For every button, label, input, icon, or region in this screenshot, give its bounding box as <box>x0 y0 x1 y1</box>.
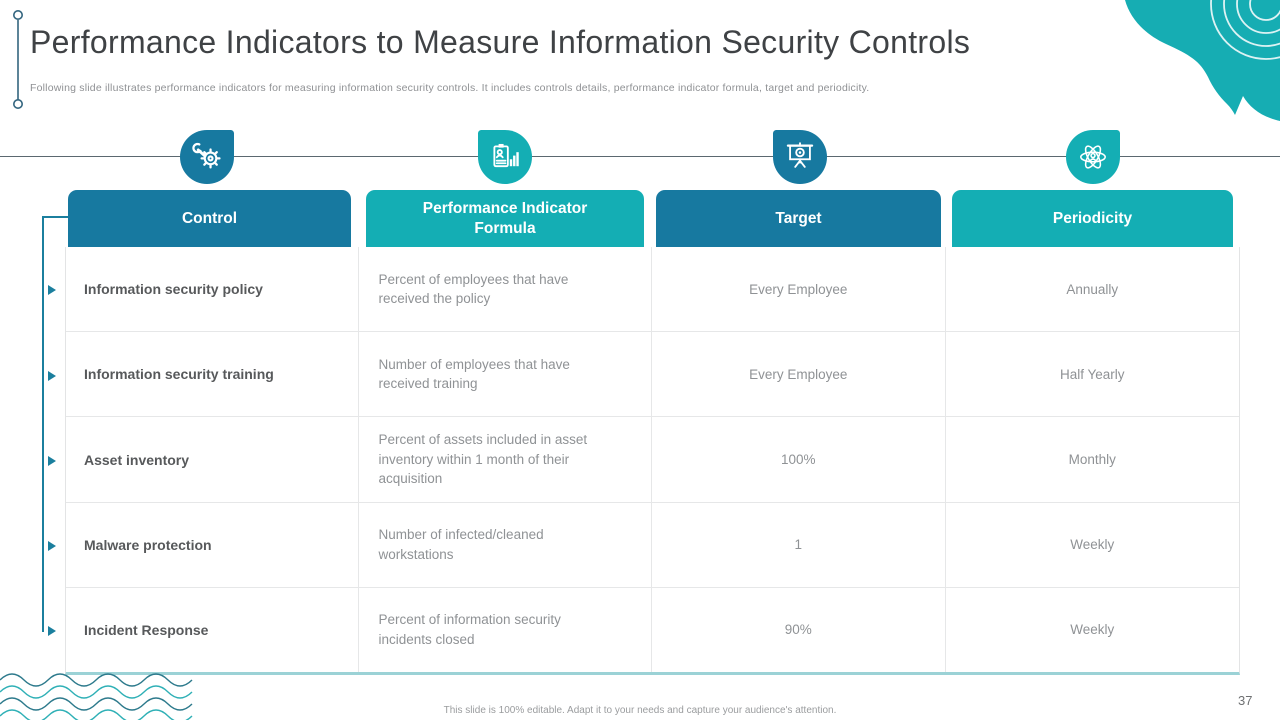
row-bullet-arrow-icon <box>48 285 56 295</box>
column-header-target: Target <box>656 190 941 247</box>
footer-note: This slide is 100% editable. Adapt it to… <box>443 705 837 716</box>
formula-cell: Percent of employees that have received … <box>359 247 653 332</box>
formula-cell: Percent of assets included in asset inve… <box>359 417 653 502</box>
atom-orbit-icon <box>1080 145 1106 169</box>
table-row: Incident Response Percent of information… <box>66 587 1239 673</box>
target-board-icon <box>786 142 814 168</box>
performance-report-icon <box>493 143 519 168</box>
target-cell: 90% <box>652 587 946 673</box>
control-column-icon-badge <box>180 130 234 184</box>
control-cell: Information security policy <box>66 247 359 332</box>
icon-band-divider <box>0 156 1280 157</box>
periodicity-column-icon-badge <box>1066 130 1120 184</box>
periodicity-cell: Weekly <box>1070 537 1115 553</box>
concentric-circles-icon <box>1210 0 1280 60</box>
formula-cell: Percent of information security incident… <box>359 587 653 673</box>
periodicity-cell: Half Yearly <box>1059 366 1125 382</box>
target-cell: Every Employee <box>652 332 946 417</box>
table-row: Information security policy Percent of e… <box>66 247 1239 333</box>
column-header-control: Control <box>68 190 351 247</box>
row-rail <box>42 217 44 632</box>
periodicity-cell: Weekly <box>1070 622 1115 638</box>
table-row: Asset inventory Percent of assets includ… <box>66 417 1239 503</box>
control-cell: Incident Response <box>66 587 359 673</box>
formula-cell: Number of employees that have received t… <box>359 332 653 417</box>
target-column-icon-badge <box>773 130 827 184</box>
control-cell: Information security training <box>66 332 359 417</box>
target-cell: 100% <box>652 417 946 502</box>
formula-cell: Number of infected/cleaned workstations <box>359 502 653 587</box>
slide-subtitle: Following slide illustrates performance … <box>30 82 870 94</box>
periodicity-cell: Annually <box>1066 281 1119 297</box>
control-cell: Asset inventory <box>66 417 359 502</box>
row-bullet-arrow-icon <box>48 371 56 381</box>
slide-title: Performance Indicators to Measure Inform… <box>30 24 971 60</box>
target-cell: Every Employee <box>652 247 946 332</box>
column-header-performance-indicator-formula: Performance Indicator Formula <box>366 190 644 247</box>
row-bullet-arrow-icon <box>48 541 56 551</box>
row-bullet-arrow-icon <box>48 456 56 466</box>
title-pin-decoration <box>13 10 23 110</box>
wave-lines-decoration <box>0 673 193 720</box>
corner-wave-decoration <box>1125 0 1280 121</box>
table-row: Malware protection Number of infected/cl… <box>66 502 1239 588</box>
page-number: 37 <box>1238 693 1253 708</box>
column-header-periodicity: Periodicity <box>952 190 1233 247</box>
formula-column-icon-badge <box>478 130 532 184</box>
gear-wrench-icon <box>192 142 221 169</box>
target-cell: 1 <box>652 502 946 587</box>
table-row: Information security training Number of … <box>66 332 1239 418</box>
indicators-table: Information security policy Percent of e… <box>65 247 1240 675</box>
row-bullet-arrow-icon <box>48 626 56 636</box>
row-rail-connector <box>42 216 68 218</box>
periodicity-cell: Monthly <box>1068 452 1116 467</box>
control-cell: Malware protection <box>66 502 359 587</box>
